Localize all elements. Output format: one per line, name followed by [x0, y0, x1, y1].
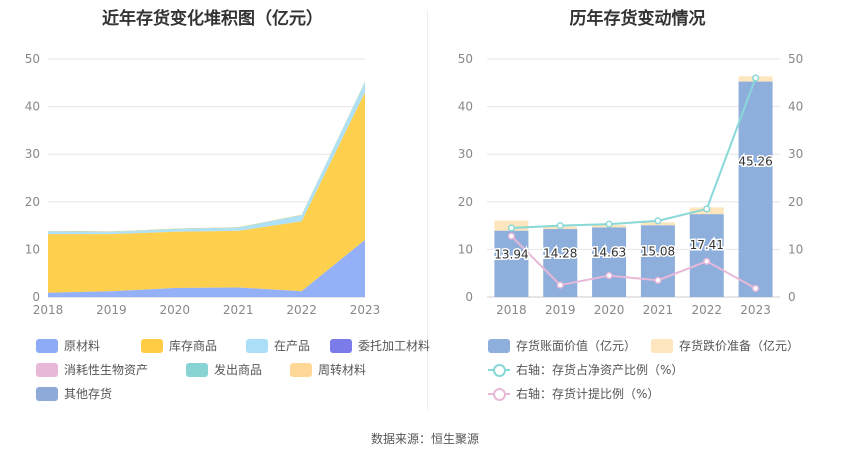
legend-swatch [36, 338, 58, 353]
right-x-tick-label: 2022 [691, 303, 722, 317]
legend-swatch [246, 338, 268, 353]
right-legend-item[interactable]: 存货账面价值（亿元） [488, 337, 636, 354]
left-x-tick-label: 2021 [223, 303, 254, 317]
bar-book-value [689, 214, 724, 297]
panel-divider [427, 10, 428, 410]
right-y-tick-label: 0 [465, 290, 473, 304]
right-y-tick-label: 50 [458, 52, 473, 66]
left-x-tick-label: 2022 [286, 303, 317, 317]
legend-label: 在产品 [274, 339, 311, 353]
left-legend-item[interactable]: 库存商品 [141, 337, 217, 354]
bar-book-value [640, 225, 675, 297]
line-point [605, 220, 613, 228]
left-chart-title: 近年存货变化堆积图（亿元） [102, 9, 323, 29]
legend-label: 委托加工材料 [358, 339, 431, 353]
line-point [654, 276, 662, 284]
left-legend-item[interactable]: 周转材料 [290, 361, 366, 378]
legend-label: 存货账面价值（亿元） [516, 339, 637, 353]
legend-swatch [36, 386, 58, 401]
area-库存商品 [48, 92, 365, 293]
right-y-tick-label: 10 [458, 242, 473, 256]
line-inventory-to-net-assets [511, 77, 757, 229]
legend-label: 库存商品 [169, 339, 218, 353]
legend-swatch [290, 362, 312, 377]
left-x-tick-label: 2020 [160, 303, 191, 317]
legend-marker [488, 338, 510, 353]
right-y-tick-label: 30 [458, 147, 473, 161]
legend-swatch [186, 362, 208, 377]
right-x-tick-label: 2020 [594, 303, 625, 317]
right-y2-tick-label: 40 [788, 100, 803, 114]
legend-swatch [330, 338, 352, 353]
right-chart-title: 历年存货变动情况 [569, 9, 706, 29]
left-y-tick-label: 20 [25, 195, 40, 209]
line-impairment-ratio [510, 235, 757, 290]
legend-label: 发出商品 [214, 363, 263, 377]
left-x-tick-label: 2019 [96, 303, 127, 317]
left-y-tick-label: 10 [25, 242, 40, 256]
bar-book-value [738, 81, 773, 297]
legend-marker [488, 363, 510, 377]
right-y2-tick-label: 30 [788, 147, 803, 161]
right-y2-tick-label: 50 [788, 52, 803, 66]
right-y2-tick-label: 10 [788, 242, 803, 256]
left-legend-item[interactable]: 消耗性生物资产 [36, 361, 148, 378]
area-原材料 [48, 239, 365, 297]
bar-value-label: 13.94 [494, 248, 528, 262]
legend-label: 其他存货 [64, 387, 113, 401]
legend-label: 右轴：存货占净资产比例（%） [516, 363, 684, 377]
left-y-tick-label: 30 [25, 147, 40, 161]
right-y-tick-label: 40 [458, 100, 473, 114]
left-legend-item[interactable]: 其他存货 [36, 385, 112, 402]
line-point [507, 224, 515, 232]
legend-swatch [36, 362, 58, 377]
line-point [605, 272, 613, 280]
legend-label: 消耗性生物资产 [64, 363, 149, 377]
line-point [703, 205, 711, 213]
legend-label: 右轴：存货计提比例（%） [516, 387, 660, 401]
left-stacked-area-chart: 0 10 20 30 40 50 2018 2019 2020 2021 2022 2023 [25, 52, 381, 317]
legend-label: 原材料 [64, 339, 101, 353]
line-point [556, 281, 564, 289]
line-point [752, 284, 760, 292]
bar-value-label: 45.26 [738, 155, 772, 169]
right-y2-tick-label: 20 [788, 195, 803, 209]
legend-swatch [141, 338, 163, 353]
left-y-tick-label: 50 [25, 52, 40, 66]
right-x-tick-label: 2018 [496, 303, 527, 317]
left-legend-item[interactable]: 发出商品 [186, 361, 262, 378]
bar-book-value [494, 230, 529, 297]
bar-value-label: 17.41 [690, 238, 724, 252]
line-point [556, 222, 564, 230]
bar-value-label: 15.08 [641, 244, 675, 258]
left-x-tick-label: 2023 [350, 303, 381, 317]
legend-marker [651, 338, 673, 353]
left-y-tick-label: 0 [32, 290, 40, 304]
right-bar-line-chart: 0 10 20 30 40 50 0 10 20 30 40 50 13.94 14.28 14.63 15.… [458, 52, 804, 317]
left-legend-item[interactable]: 原材料 [36, 337, 100, 354]
bar-value-label: 14.28 [543, 247, 577, 261]
legend-label: 周转材料 [318, 363, 367, 377]
right-x-tick-label: 2019 [545, 303, 576, 317]
bar-book-value [592, 227, 627, 297]
line-point [752, 74, 760, 82]
data-source: 数据来源：恒生聚源 [370, 432, 479, 446]
left-x-tick-label: 2018 [33, 303, 64, 317]
left-legend-item[interactable]: 在产品 [246, 337, 310, 354]
left-legend-item[interactable]: 委托加工材料 [330, 337, 430, 354]
right-legend-item[interactable]: 右轴：存货计提比例（%） [488, 385, 659, 402]
right-y2-tick-label: 0 [788, 290, 796, 304]
right-x-tick-label: 2023 [740, 303, 771, 317]
left-y-tick-label: 40 [25, 100, 40, 114]
right-legend-item[interactable]: 存货跌价准备（亿元） [651, 337, 799, 354]
line-point [654, 217, 662, 225]
line-point [703, 257, 711, 265]
bar-value-label: 14.63 [592, 246, 626, 260]
legend-label: 存货跌价准备（亿元） [679, 339, 800, 353]
right-x-tick-label: 2021 [643, 303, 674, 317]
right-legend-item[interactable]: 右轴：存货占净资产比例（%） [488, 361, 683, 378]
line-point [507, 232, 515, 240]
legend-marker [488, 387, 510, 401]
right-y-tick-label: 20 [458, 195, 473, 209]
